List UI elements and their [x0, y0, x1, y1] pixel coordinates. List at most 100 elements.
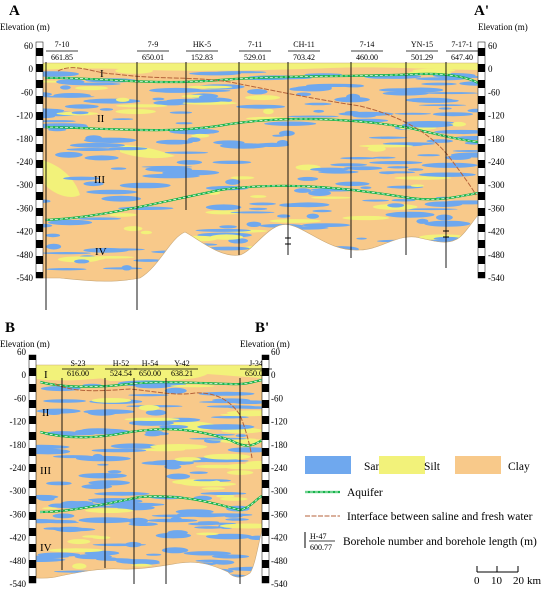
legend: Sand Silt Clay Aquifer Interface between…: [304, 456, 537, 552]
sand-lens: [227, 447, 262, 453]
borehole-length: 647.40: [451, 53, 473, 62]
sand-lens: [97, 463, 109, 466]
borehole-length: 524.54: [110, 369, 132, 378]
sand-lens: [267, 230, 284, 234]
sand-lens: [52, 513, 75, 519]
sand-lens: [294, 188, 312, 193]
tick-label-right: -360: [488, 203, 505, 213]
tick-label-right: -540: [488, 273, 505, 283]
sand-lens: [60, 85, 71, 90]
section-b-saline-interface: [54, 383, 253, 459]
silt-lens: [451, 121, 466, 127]
borehole-length: 501.29: [411, 53, 433, 62]
sand-lens: [36, 444, 70, 450]
sand-lens: [417, 257, 436, 261]
sand-lens: [152, 573, 202, 579]
section-a-start-label: A: [9, 3, 20, 19]
sand-lens: [75, 428, 130, 435]
sand-lens: [277, 214, 291, 218]
sand-lens: [391, 198, 416, 202]
section-b-right-ruler: [261, 354, 270, 584]
sand-lens: [48, 219, 93, 226]
silt-lens: [173, 255, 223, 258]
tick-label-right: -300: [271, 486, 288, 496]
sand-lens: [306, 213, 319, 219]
section-a-outline: [39, 62, 479, 282]
sand-lens: [169, 111, 193, 114]
sand-lens: [212, 560, 235, 565]
sand-lens: [53, 455, 93, 459]
silt-band: [40, 63, 478, 71]
sand-lens: [247, 89, 268, 95]
sand-lens: [241, 256, 295, 259]
sand-lens: [48, 128, 67, 132]
sand-lens: [323, 246, 359, 253]
scale-tick-20: 20: [513, 575, 525, 587]
sand-lens: [368, 136, 408, 139]
silt-lens: [227, 410, 262, 416]
section-b-left-ruler: [28, 354, 37, 584]
sand-lens: [194, 526, 224, 529]
borehole-length: 152.83: [191, 53, 213, 62]
silt-lens: [109, 213, 137, 217]
tick-label-right: -60: [488, 87, 500, 97]
borehole-name: 7-11: [248, 40, 262, 49]
sand-lens: [198, 94, 217, 100]
silt-lens: [187, 85, 233, 89]
silt-lens: [201, 487, 225, 490]
borehole-length: 460.00: [356, 53, 378, 62]
section-b-outline: [35, 364, 263, 579]
section-a-end-label: A': [474, 3, 489, 19]
silt-lens: [410, 184, 424, 187]
sand-lens: [404, 208, 458, 211]
tick-label-right: -480: [271, 556, 288, 566]
sand-lens: [195, 228, 251, 232]
sand-lens: [91, 474, 107, 477]
sand-lens: [287, 115, 339, 118]
borehole-length: 529.01: [244, 53, 266, 62]
section-b-start-label: B: [5, 320, 15, 336]
borehole-name: HK-5: [193, 40, 211, 49]
silt-lens: [174, 457, 201, 462]
sand-lens: [126, 573, 184, 577]
sand-lens: [78, 517, 134, 524]
sand-lens: [346, 93, 361, 100]
sand-lens: [344, 111, 360, 114]
legend-borehole-sample-length: 600.77: [310, 543, 332, 552]
sand-lens: [149, 87, 204, 93]
tick-label-left: -540: [10, 579, 27, 589]
tick-label-right: -420: [488, 227, 505, 237]
sand-lens: [166, 473, 191, 480]
sand-lens: [376, 239, 423, 243]
sand-lens: [55, 151, 83, 158]
sand-lens: [387, 166, 409, 169]
silt-lens: [245, 95, 281, 101]
borehole-length: 650.09: [245, 369, 267, 378]
silt-lens: [394, 176, 452, 180]
sand-lens: [450, 152, 478, 158]
tick-label-right: -540: [271, 579, 288, 589]
silt-lens: [131, 563, 152, 567]
silt-lens: [150, 444, 208, 450]
sand-lens: [128, 394, 169, 397]
sand-lens: [108, 147, 148, 151]
silt-lens: [170, 384, 215, 388]
sand-lens: [421, 162, 478, 168]
silt-lens: [359, 144, 414, 148]
tick-label-left: -180: [17, 134, 34, 144]
sand-lens: [187, 137, 201, 142]
sand-lens: [452, 150, 478, 152]
silt-lens: [209, 234, 244, 240]
sand-lens: [419, 172, 476, 177]
sand-lens: [56, 79, 85, 85]
tick-label-left: -420: [10, 533, 27, 543]
sand-lens: [176, 260, 199, 264]
borehole-name: 7-9: [148, 40, 159, 49]
silt-lens: [169, 247, 191, 254]
sand-lens: [356, 237, 367, 240]
sand-lens: [335, 181, 370, 186]
sand-lens: [213, 140, 245, 145]
sand-lens: [40, 120, 76, 123]
tick-label-right: -240: [488, 157, 505, 167]
